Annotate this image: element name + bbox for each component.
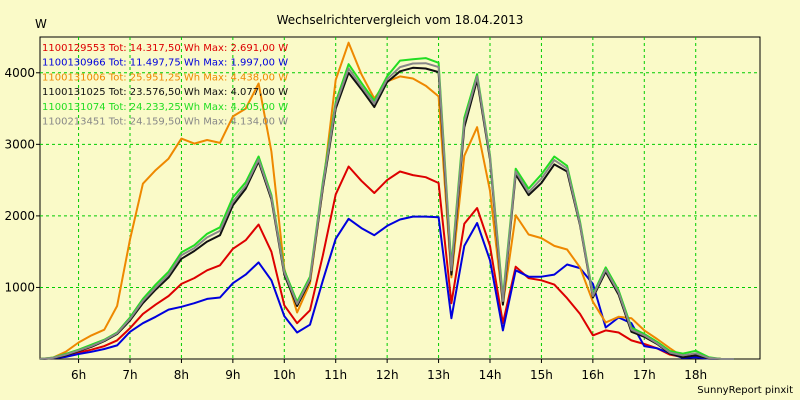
x-tick-label: 13h <box>427 368 450 382</box>
legend-entry-1100129553: 1100129553 Tot: 14.317,50 Wh Max: 2.691,… <box>42 43 288 54</box>
x-tick-label: 12h <box>376 368 399 382</box>
y-tick-label: 2000 <box>4 209 35 223</box>
plot-area <box>39 36 761 360</box>
series-lines <box>39 41 735 360</box>
legend-entry-1100131025: 1100131025 Tot: 23.576,50 Wh Max: 4.077,… <box>42 87 288 98</box>
series-line-1100213451 <box>39 62 735 360</box>
series-line-1100129553 <box>39 165 735 360</box>
x-tick-label: 11h <box>324 368 347 382</box>
x-axis-ticks: 6h 7h 8h 9h 10h 11h 12h 13h 14h 15h 16h 17h 18h <box>71 359 707 382</box>
series-line-1100131074 <box>39 57 735 360</box>
y-axis-label: W <box>35 17 47 31</box>
y-tick-label: 4000 <box>4 66 35 80</box>
legend-entry-1100213451: 1100213451 Tot: 24.159,50 Wh Max: 4.134,… <box>42 117 288 128</box>
x-tick-label: 14h <box>479 368 502 382</box>
x-tick-label: 6h <box>71 368 86 382</box>
x-tick-label: 8h <box>174 368 189 382</box>
x-tick-label: 10h <box>273 368 296 382</box>
y-axis-ticks: 1000 2000 3000 4000 <box>4 66 40 294</box>
x-tick-label: 9h <box>225 368 240 382</box>
chart-title: Wechselrichtervergleich vom 18.04.2013 <box>277 13 524 27</box>
footer-credit: SunnyReport pinxit <box>697 385 793 396</box>
legend-entry-1100130966: 1100130966 Tot: 11.497,75 Wh Max: 1.997,… <box>42 58 288 69</box>
legend: 1100129553 Tot: 14.317,50 Wh Max: 2.691,… <box>42 43 288 128</box>
x-tick-label: 15h <box>530 368 553 382</box>
y-tick-label: 1000 <box>4 280 35 294</box>
y-tick-label: 3000 <box>4 137 35 151</box>
x-tick-label: 7h <box>122 368 137 382</box>
legend-entry-1100131074: 1100131074 Tot: 24.233,25 Wh Max: 4.205,… <box>42 102 288 113</box>
legend-entry-1100131006: 1100131006 Tot: 25.951,25 Wh Max: 4.438,… <box>42 72 288 83</box>
grid <box>40 37 760 359</box>
x-tick-label: 18h <box>684 368 707 382</box>
x-tick-label: 17h <box>633 368 656 382</box>
x-tick-label: 16h <box>581 368 604 382</box>
